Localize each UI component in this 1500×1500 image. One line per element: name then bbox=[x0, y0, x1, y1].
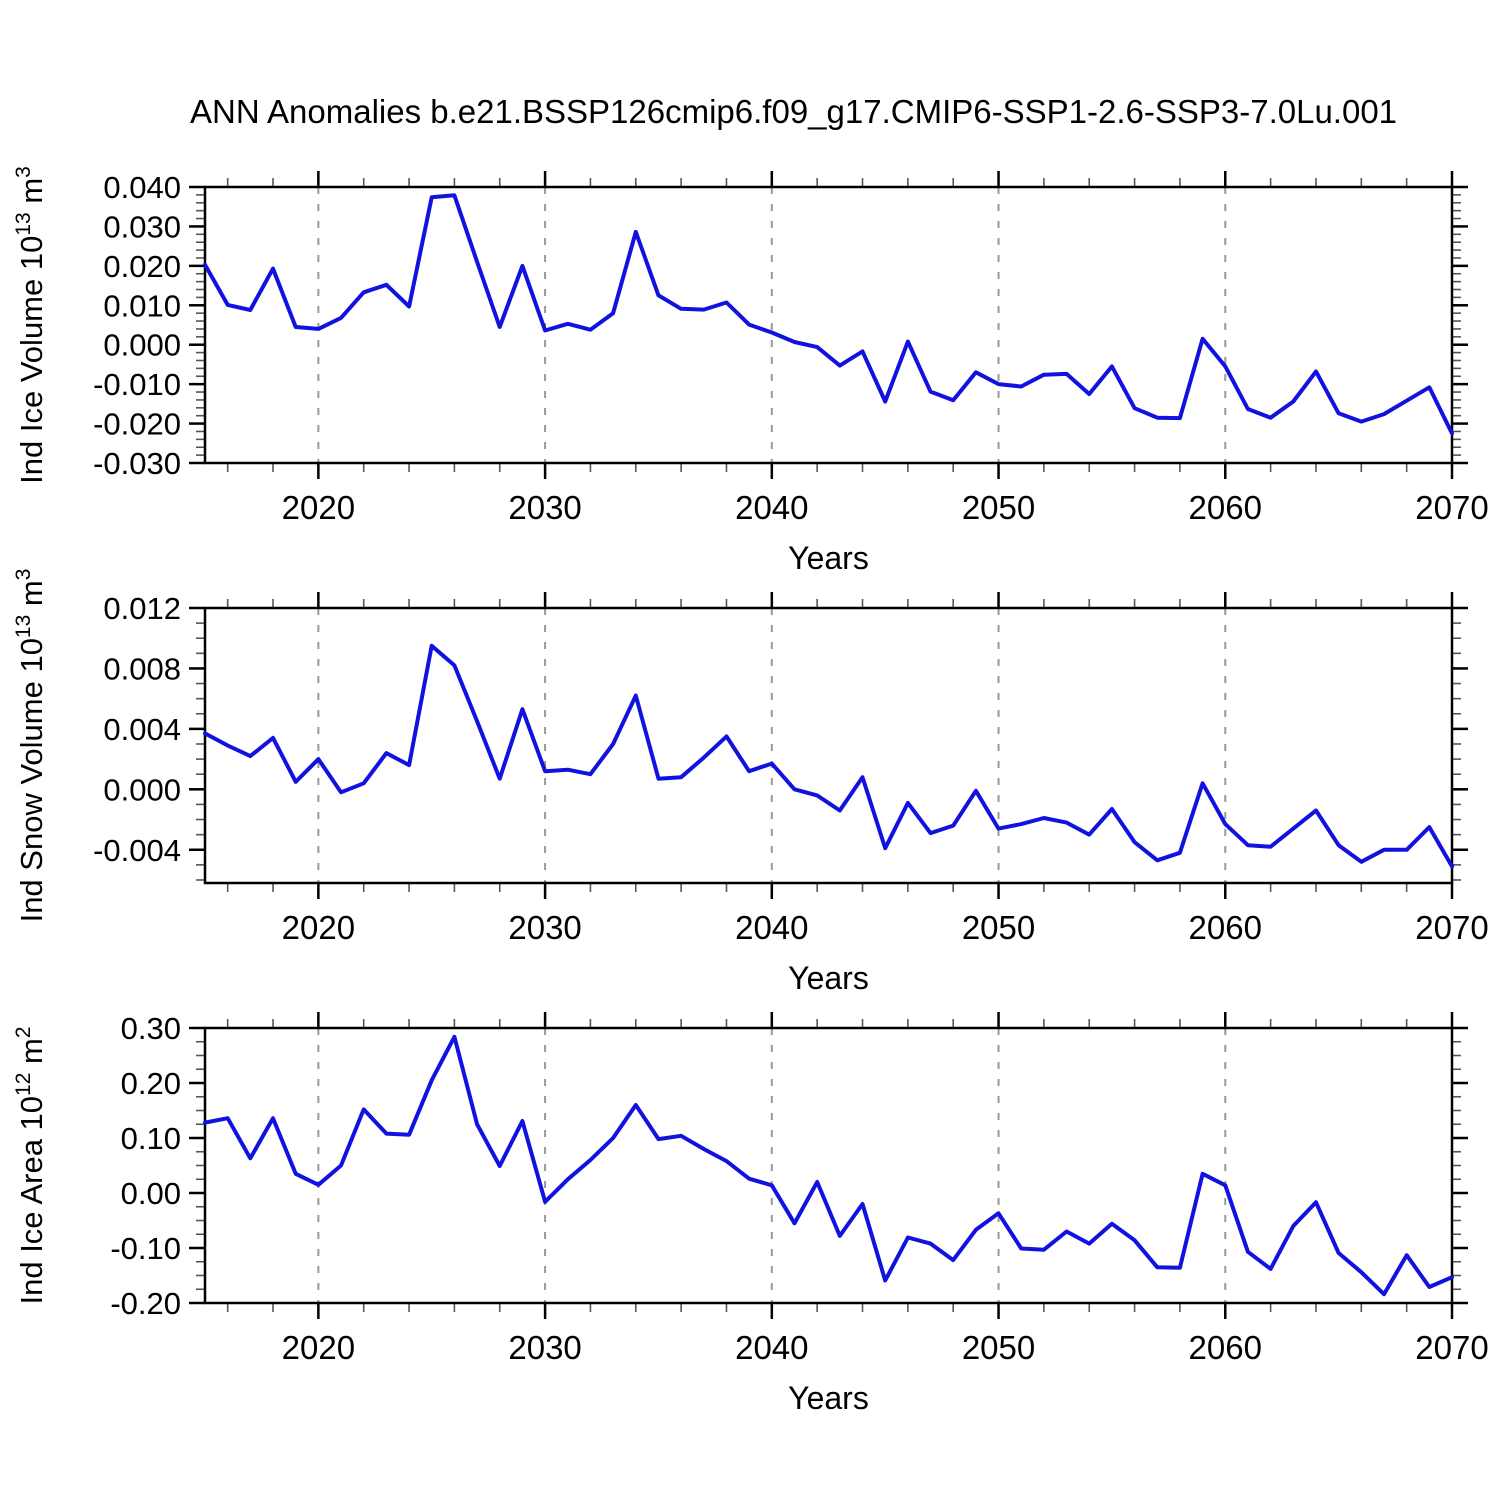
y-axis-title: Ind Ice Volume 1013 m3 bbox=[12, 166, 49, 484]
x-axis-title: Years bbox=[788, 1380, 869, 1416]
y-axis-title-superscript: 2 bbox=[12, 1026, 35, 1038]
panel-frame bbox=[203, 185, 1454, 465]
x-axis-title: Years bbox=[788, 960, 869, 996]
x-tick-label: 2030 bbox=[508, 909, 581, 946]
x-tick-label: 2030 bbox=[508, 489, 581, 526]
y-axis-title-text: Ind Snow Volume 10 bbox=[14, 638, 49, 922]
y-tick-label: 0.012 bbox=[103, 591, 181, 626]
y-tick-label: -0.030 bbox=[93, 446, 181, 481]
x-tick-label: 2060 bbox=[1189, 489, 1262, 526]
y-axis-title-text: Ind Ice Volume 10 bbox=[14, 236, 49, 484]
y-tick-label: 0.004 bbox=[103, 712, 181, 747]
chart-title: ANN Anomalies b.e21.BSSP126cmip6.f09_g17… bbox=[190, 93, 1397, 130]
x-tick-label: 2040 bbox=[735, 1329, 808, 1366]
y-tick-label: 0.30 bbox=[121, 1011, 181, 1046]
panel-frame bbox=[203, 606, 1454, 885]
y-tick-label: 0.010 bbox=[103, 288, 181, 323]
y-axis-title-superscript: 12 bbox=[12, 1073, 35, 1096]
y-axis-title-text: m bbox=[14, 580, 49, 614]
y-tick-label: 0.20 bbox=[121, 1066, 181, 1101]
y-tick-label: 0.000 bbox=[103, 772, 181, 807]
x-tick-label: 2070 bbox=[1415, 909, 1488, 946]
series-line-ice-area bbox=[203, 1034, 1454, 1297]
x-tick-label: 2020 bbox=[282, 489, 355, 526]
y-axis-title-text: Ind Ice Area 10 bbox=[14, 1096, 49, 1305]
x-tick-label: 2070 bbox=[1415, 1329, 1488, 1366]
y-tick-label: 0.008 bbox=[103, 651, 181, 686]
series-line-snow-volume bbox=[203, 643, 1454, 869]
y-axis-title-text: m bbox=[14, 1038, 49, 1072]
y-tick-label: 0.10 bbox=[121, 1121, 181, 1156]
y-tick-label: -0.020 bbox=[93, 407, 181, 442]
y-tick-label: 0.00 bbox=[121, 1176, 181, 1211]
y-axis-title: Ind Ice Area 1012 m2 bbox=[12, 1026, 49, 1304]
panel-frame bbox=[203, 1026, 1454, 1305]
y-axis-title-superscript: 13 bbox=[12, 615, 35, 638]
x-axis-title: Years bbox=[788, 540, 869, 576]
y-tick-label: 0.040 bbox=[103, 170, 181, 205]
x-tick-label: 2050 bbox=[962, 489, 1035, 526]
panels-group: 2020 2030 2040 2050 2060 2070 0.040 0.030 0.020 0… bbox=[12, 166, 1489, 1416]
panel-ice-volume: 2020 2030 2040 2050 2060 2070 0.040 0.030 0.020 0… bbox=[12, 166, 1489, 576]
y-axis-title-superscript: 3 bbox=[12, 569, 35, 581]
y-axis-title-superscript: 13 bbox=[12, 212, 35, 235]
y-tick-label: -0.010 bbox=[93, 367, 181, 402]
x-tick-label: 2020 bbox=[282, 909, 355, 946]
y-tick-label: 0.030 bbox=[103, 209, 181, 244]
y-tick-label: -0.10 bbox=[110, 1231, 181, 1266]
y-tick-label: -0.20 bbox=[110, 1286, 181, 1321]
y-tick-label: 0.000 bbox=[103, 328, 181, 363]
y-tick-label: 0.020 bbox=[103, 249, 181, 284]
x-tick-label: 2040 bbox=[735, 489, 808, 526]
x-tick-label: 2070 bbox=[1415, 489, 1488, 526]
x-tick-label: 2030 bbox=[508, 1329, 581, 1366]
y-axis-title-text: m bbox=[14, 178, 49, 212]
x-tick-label: 2050 bbox=[962, 1329, 1035, 1366]
x-tick-label: 2060 bbox=[1189, 1329, 1262, 1366]
panel-snow-volume: 2020 2030 2040 2050 2060 2070 0.012 0.008 0.004 0… bbox=[12, 569, 1489, 996]
y-tick-label: -0.004 bbox=[93, 833, 181, 868]
y-axis-title-superscript: 3 bbox=[12, 166, 35, 178]
x-tick-label: 2060 bbox=[1189, 909, 1262, 946]
panel-ice-area: 2020 2030 2040 2050 2060 2070 0.30 0.20 0.10 0.00… bbox=[12, 1011, 1489, 1416]
x-tick-label: 2020 bbox=[282, 1329, 355, 1366]
x-tick-label: 2050 bbox=[962, 909, 1035, 946]
x-tick-label: 2040 bbox=[735, 909, 808, 946]
y-axis-title: Ind Snow Volume 1013 m3 bbox=[12, 569, 49, 923]
series-line-ice-volume bbox=[203, 193, 1454, 436]
